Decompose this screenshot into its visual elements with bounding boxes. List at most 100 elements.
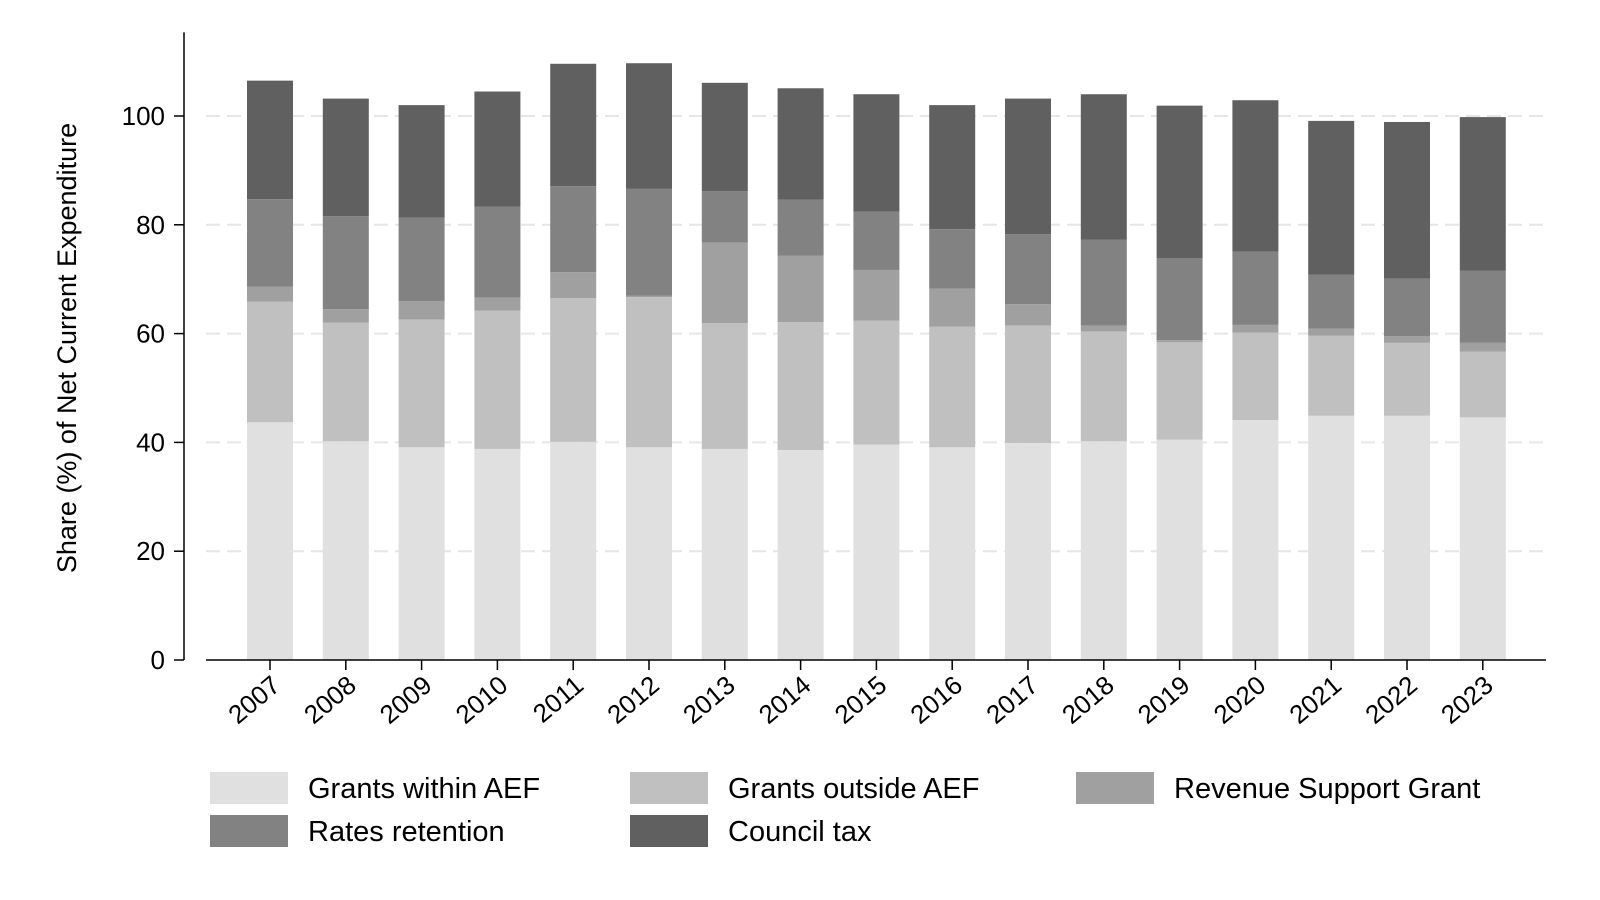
bar-segment-grants-outside-aef [247, 301, 293, 423]
bar-segment-council-tax [398, 105, 445, 218]
bar-segment-rates-retention [929, 229, 976, 289]
bar-segment-revenue-support-grant [1459, 342, 1506, 352]
y-tick-label: 20 [136, 536, 165, 566]
x-tick-label: 2022 [1359, 670, 1423, 730]
bar-segment-grants-within-aef [398, 447, 445, 660]
legend-label-revenue-support-grant: Revenue Support Grant [1174, 773, 1480, 805]
bar-segment-grants-outside-aef [322, 322, 369, 442]
bar-segment-revenue-support-grant [929, 288, 976, 327]
bar-segment-grants-within-aef [1384, 415, 1430, 660]
bar-segment-grants-within-aef [1232, 420, 1279, 660]
bar-segment-revenue-support-grant [474, 297, 521, 311]
y-tick-label: 0 [151, 645, 165, 675]
bar-segment-grants-outside-aef [853, 320, 900, 445]
bar-segment-rates-retention [474, 206, 521, 298]
x-tick-label: 2014 [753, 670, 817, 730]
x-tick-label: 2013 [677, 670, 741, 730]
bar-segment-council-tax [1232, 100, 1279, 252]
bar-segment-grants-outside-aef [1005, 325, 1051, 443]
bar-segment-rates-retention [398, 217, 445, 301]
bar-segment-grants-within-aef [550, 441, 597, 660]
bar-segment-grants-outside-aef [1232, 332, 1279, 421]
x-tick-label: 2009 [374, 670, 438, 730]
x-tick-label: 2010 [450, 670, 514, 730]
legend-label-rates-retention: Rates retention [308, 816, 505, 848]
bar-segment-revenue-support-grant [1156, 340, 1203, 343]
x-tick-label: 2023 [1435, 670, 1499, 730]
legend-label-grants-within-aef: Grants within AEF [308, 773, 540, 805]
y-tick-label: 40 [136, 427, 165, 457]
bar-segment-council-tax [1080, 94, 1127, 240]
bar-segment-grants-within-aef [474, 448, 521, 660]
bar-segment-grants-within-aef [853, 444, 900, 660]
bar-segment-revenue-support-grant [626, 295, 672, 298]
bar-segment-grants-outside-aef [1308, 335, 1355, 416]
bar-segment-grants-outside-aef [1459, 351, 1506, 418]
bar-segment-grants-outside-aef [1384, 342, 1430, 416]
bar-segment-rates-retention [777, 199, 824, 256]
bar-segment-revenue-support-grant [247, 286, 293, 302]
x-tick-label: 2017 [980, 670, 1044, 730]
bar-segment-council-tax [1005, 98, 1051, 235]
x-tick-label: 2007 [222, 670, 286, 730]
bar-segment-revenue-support-grant [1308, 328, 1355, 336]
bar-segment-grants-within-aef [626, 447, 672, 660]
bar-segment-rates-retention [1308, 274, 1355, 329]
bar-segment-grants-within-aef [1156, 439, 1203, 660]
x-tick-label: 2012 [601, 670, 665, 730]
bar-segment-rates-retention [853, 211, 900, 270]
legend: Grants within AEF Grants outside AEF Reven… [210, 772, 1480, 848]
x-tick-label: 2015 [829, 670, 893, 730]
legend-swatch-revenue-support-grant [1076, 772, 1154, 804]
bar-segment-grants-within-aef [322, 441, 369, 660]
bar-segment-rates-retention [701, 191, 748, 243]
bar-segment-grants-within-aef [247, 422, 293, 660]
bar-segment-revenue-support-grant [853, 269, 900, 321]
bar-segment-grants-outside-aef [626, 297, 672, 448]
bar-segment-rates-retention [1080, 239, 1127, 326]
bar-segment-grants-within-aef [1005, 442, 1051, 660]
bar-segment-grants-within-aef [1308, 415, 1355, 660]
bar-segment-council-tax [1384, 121, 1430, 279]
bar-segment-rates-retention [1156, 257, 1203, 341]
x-tick-label: 2011 [527, 670, 589, 729]
bar-segment-council-tax [1308, 120, 1355, 275]
bar-segment-rates-retention [550, 186, 597, 273]
x-tick-label: 2018 [1056, 670, 1120, 730]
bar-segment-rates-retention [1459, 270, 1506, 343]
bar-segment-council-tax [1459, 117, 1506, 271]
bar-segment-grants-outside-aef [550, 298, 597, 442]
bar-segment-revenue-support-grant [322, 309, 369, 323]
bar-segment-rates-retention [247, 199, 293, 287]
bar-segment-council-tax [247, 80, 293, 200]
y-tick-label: 80 [136, 210, 165, 240]
bar-segment-rates-retention [1005, 234, 1051, 305]
bar-segment-council-tax [550, 63, 597, 187]
bar-segment-grants-within-aef [929, 447, 976, 660]
bar-segment-revenue-support-grant [1232, 324, 1279, 333]
bar-segment-grants-within-aef [1459, 417, 1506, 660]
legend-swatch-grants-outside-aef [630, 772, 708, 804]
bar-segment-grants-within-aef [701, 448, 748, 660]
bar-segment-council-tax [777, 88, 824, 200]
legend-swatch-grants-within-aef [210, 772, 288, 804]
x-ticks: 2007 2008 2009 2010 2011 2012 2013 2014 2015 2016… [222, 660, 1499, 730]
bar-segment-revenue-support-grant [1005, 304, 1051, 326]
bar-segment-council-tax [474, 91, 521, 207]
y-tick-label: 60 [136, 319, 165, 349]
x-tick-label: 2021 [1283, 670, 1347, 730]
bar-segment-grants-outside-aef [1156, 342, 1203, 440]
bar-segment-grants-outside-aef [1080, 331, 1127, 442]
bar-segment-revenue-support-grant [777, 255, 824, 323]
bar-segment-grants-outside-aef [929, 326, 976, 448]
bar-segment-revenue-support-grant [398, 300, 445, 320]
bar-segment-revenue-support-grant [1384, 336, 1430, 343]
legend-swatch-rates-retention [210, 815, 288, 847]
y-tick-label: 100 [122, 101, 165, 131]
x-tick-label: 2019 [1132, 670, 1196, 730]
x-tick-label: 2016 [904, 670, 968, 730]
y-ticks: 0 20 40 60 80 100 [122, 101, 184, 675]
x-tick-label: 2020 [1208, 670, 1272, 730]
bar-segment-rates-retention [1232, 251, 1279, 325]
